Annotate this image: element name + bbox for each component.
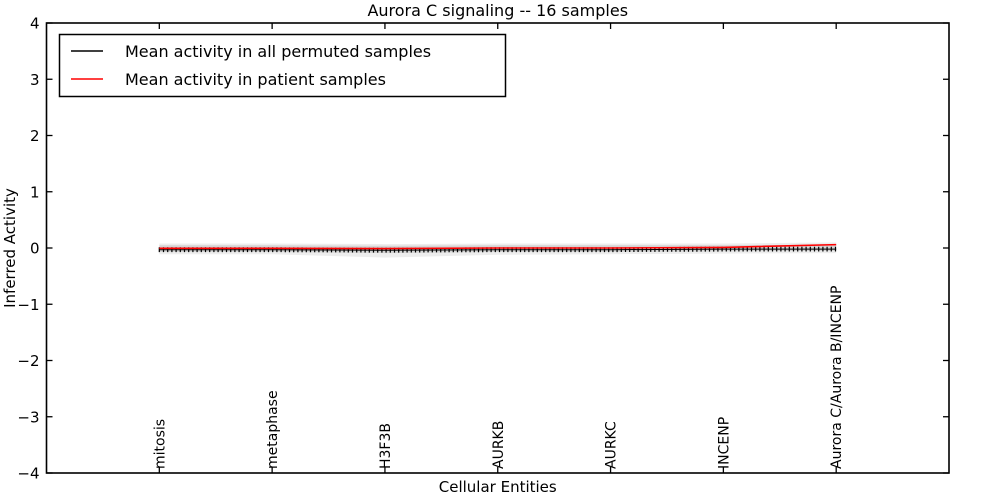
x-tick-label: AURKB xyxy=(491,421,507,469)
y-tick-label: 2 xyxy=(30,127,40,145)
chart-title: Aurora C signaling -- 16 samples xyxy=(367,1,628,20)
legend-box xyxy=(58,33,507,98)
y-tick-label: 1 xyxy=(30,183,40,201)
x-tick-label: mitosis xyxy=(152,419,168,469)
x-tick-label: INCENP xyxy=(716,417,732,469)
y-tick-label: −1 xyxy=(17,296,39,314)
series-tick-markers xyxy=(158,246,837,253)
x-tick-label: AURKC xyxy=(604,421,620,469)
legend-label-patient: Mean activity in patient samples xyxy=(125,70,386,89)
y-tick-label: −3 xyxy=(17,408,39,426)
legend: Mean activity in all permuted samples Me… xyxy=(58,33,507,98)
y-tick-label: −2 xyxy=(17,352,39,370)
x-tick-label: Aurora C/Aurora B/INCENP xyxy=(829,286,845,469)
x-tick-label: metaphase xyxy=(265,390,281,469)
y-tick-label: −4 xyxy=(17,465,39,483)
axis-tick-labels: −4 −3 −2 −1 0 1 2 3 4 mitosis metaphase H3F3B AURKB A… xyxy=(17,15,845,483)
y-axis-label: Inferred Activity xyxy=(1,188,19,308)
x-tick-label: H3F3B xyxy=(378,423,394,469)
x-axis-label: Cellular Entities xyxy=(439,478,557,496)
y-tick-label: 4 xyxy=(30,15,40,33)
legend-label-permuted: Mean activity in all permuted samples xyxy=(125,42,431,61)
series-line xyxy=(159,243,837,250)
y-tick-label: 3 xyxy=(30,71,40,89)
y-tick-label: 0 xyxy=(30,240,40,258)
axis-ticks xyxy=(46,22,949,474)
data-series xyxy=(158,243,837,253)
